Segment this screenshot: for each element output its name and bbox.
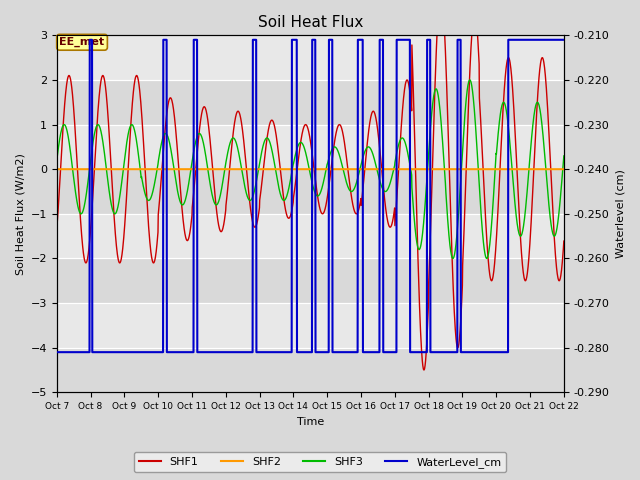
Bar: [57, 348, 564, 392]
Y-axis label: Waterlevel (cm): Waterlevel (cm): [615, 169, 625, 258]
Bar: [57, 169, 564, 214]
Text: EE_met: EE_met: [60, 37, 104, 48]
Legend: SHF1, SHF2, SHF3, WaterLevel_cm: SHF1, SHF2, SHF3, WaterLevel_cm: [134, 452, 506, 472]
Bar: [57, 258, 564, 303]
Bar: [57, 80, 564, 125]
Title: Soil Heat Flux: Soil Heat Flux: [258, 15, 363, 30]
Y-axis label: Soil Heat Flux (W/m2): Soil Heat Flux (W/m2): [15, 153, 25, 275]
X-axis label: Time: Time: [297, 417, 324, 427]
